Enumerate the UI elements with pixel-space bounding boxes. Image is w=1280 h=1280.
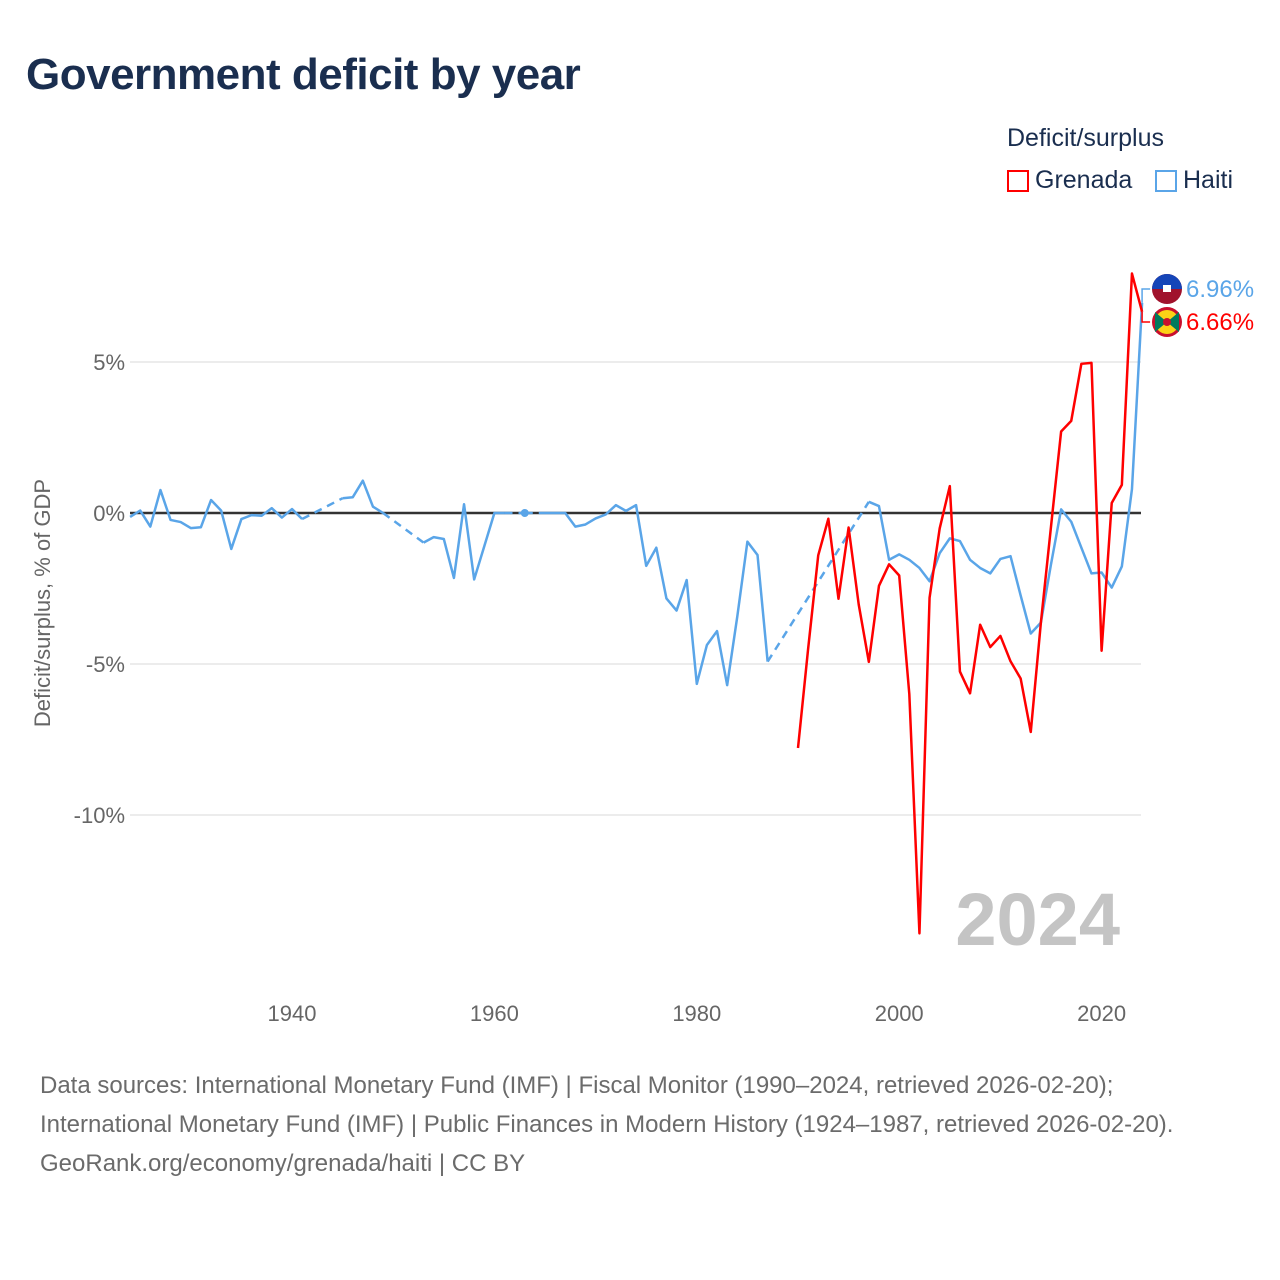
- gap-segment-haiti: [766, 501, 870, 663]
- x-tick-label: 2000: [875, 1001, 924, 1026]
- chart-title: Government deficit by year: [26, 50, 581, 99]
- flag-emblem: [1163, 285, 1171, 292]
- legend-swatch-haiti: [1155, 169, 1177, 192]
- y-axis-label: Deficit/surplus, % of GDP: [30, 479, 55, 727]
- data-point-haiti: [520, 509, 529, 517]
- end-value-label-haiti: 6.96%: [1186, 276, 1254, 303]
- data-sources: Data sources: International Monetary Fun…: [40, 1072, 1174, 1138]
- x-tick-label: 1940: [268, 1001, 317, 1026]
- series-line-grenada: [796, 272, 1144, 935]
- legend-item-haiti[interactable]: Haiti: [1155, 166, 1233, 195]
- credit-link[interactable]: GeoRank.org/economy/grenada/haiti | CC B…: [40, 1150, 526, 1177]
- series-line-haiti: [422, 502, 505, 581]
- series-line-haiti: [868, 302, 1144, 635]
- series-line-haiti: [342, 479, 384, 515]
- end-connector-haiti: [1141, 288, 1151, 303]
- legend-label-haiti: Haiti: [1183, 166, 1234, 194]
- y-tick-label: 5%: [93, 350, 125, 375]
- end-connector-grenada: [1141, 311, 1151, 323]
- flag-blue: [1152, 274, 1182, 289]
- series-line-haiti: [545, 503, 769, 687]
- gap-segment-haiti: [382, 511, 425, 544]
- legend-item-grenada[interactable]: Grenada: [1007, 166, 1132, 195]
- grenada-flag-icon: [1152, 307, 1182, 337]
- x-tick-label: 2020: [1077, 1001, 1126, 1026]
- legend-label-grenada: Grenada: [1035, 166, 1133, 194]
- footer: Data sources: International Monetary Fun…: [40, 1066, 1240, 1183]
- chart-area: 5% 0% -5% -10% 1940 1960 1980 2000 2020 2024 Def…: [30, 272, 1254, 1026]
- series-line-haiti: [129, 488, 303, 551]
- legend-swatch-grenada: [1007, 169, 1029, 192]
- end-value-label-grenada: 6.66%: [1186, 309, 1254, 336]
- haiti-flag-icon: [1152, 274, 1182, 304]
- y-tick-label: 0%: [93, 501, 125, 526]
- y-tick-label: -10%: [74, 803, 125, 828]
- flag-center: [1163, 318, 1171, 326]
- x-tick-label: 1960: [470, 1001, 519, 1026]
- current-year-watermark: 2024: [955, 878, 1120, 961]
- x-tick-label: 1980: [672, 1001, 721, 1026]
- y-tick-label: -5%: [86, 652, 125, 677]
- gap-segment-haiti: [301, 497, 344, 521]
- legend-title: Deficit/surplus: [1007, 124, 1164, 152]
